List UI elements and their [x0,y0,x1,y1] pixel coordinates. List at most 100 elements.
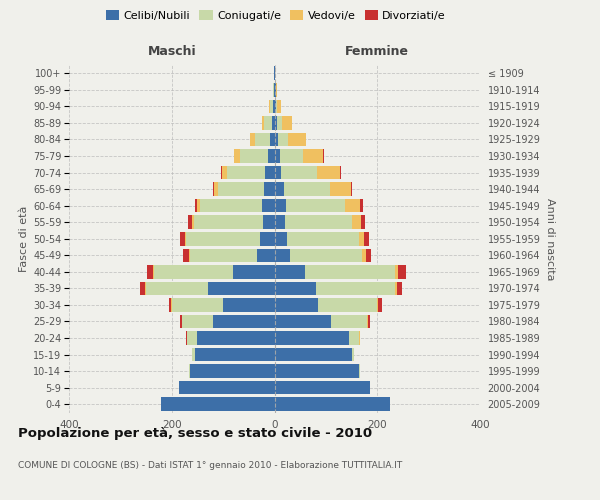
Bar [169,298,171,312]
Y-axis label: Fasce di età: Fasce di età [19,206,29,272]
Bar [263,216,275,229]
Bar [286,199,345,212]
Bar [367,314,368,328]
Bar [277,100,281,113]
Bar [364,232,368,245]
Bar [275,282,316,295]
Bar [275,332,349,345]
Bar [185,232,260,245]
Bar [362,248,366,262]
Bar [275,166,281,179]
Bar [275,265,305,278]
Text: COMUNE DI COLOGNE (BS) - Dati ISTAT 1° gennaio 2010 - Elaborazione TUTTITALIA.IT: COMUNE DI COLOGNE (BS) - Dati ISTAT 1° g… [18,461,402,470]
Bar [316,282,395,295]
Bar [352,348,354,362]
Bar [221,166,227,179]
Bar [368,314,370,328]
Bar [275,116,277,130]
Bar [340,166,341,179]
Bar [275,248,290,262]
Bar [181,232,185,245]
Bar [192,348,195,362]
Bar [233,265,275,278]
Bar [271,132,275,146]
Bar [273,100,275,113]
Bar [317,166,340,179]
Bar [271,100,273,113]
Bar [350,182,352,196]
Bar [208,282,275,295]
Bar [262,199,275,212]
Bar [378,298,382,312]
Bar [275,83,277,96]
Bar [284,182,330,196]
Bar [395,282,397,295]
Bar [227,166,265,179]
Bar [250,132,255,146]
Bar [395,265,398,278]
Bar [275,149,280,163]
Bar [397,282,402,295]
Bar [213,182,214,196]
Bar [146,282,208,295]
Bar [268,149,275,163]
Bar [275,216,285,229]
Bar [352,216,361,229]
Bar [290,248,362,262]
Bar [153,265,154,278]
Bar [330,182,350,196]
Bar [264,182,275,196]
Bar [218,182,264,196]
Bar [265,166,275,179]
Bar [195,199,197,212]
Bar [234,149,240,163]
Bar [377,298,378,312]
Bar [360,199,363,212]
Bar [275,381,370,394]
Bar [345,199,360,212]
Bar [323,149,325,163]
Bar [197,199,200,212]
Bar [195,348,275,362]
Bar [272,116,275,130]
Bar [276,100,277,113]
Legend: Celibi/Nubili, Coniugati/e, Vedovi/e, Divorziati/e: Celibi/Nubili, Coniugati/e, Vedovi/e, Di… [101,6,451,25]
Bar [179,381,275,394]
Bar [275,398,390,411]
Bar [269,100,271,113]
Bar [275,100,276,113]
Bar [277,116,282,130]
Bar [255,132,271,146]
Bar [287,232,359,245]
Bar [275,298,318,312]
Bar [190,248,257,262]
Bar [275,199,286,212]
Bar [331,314,367,328]
Bar [197,332,275,345]
Bar [146,265,153,278]
Bar [188,216,193,229]
Bar [189,248,190,262]
Bar [280,149,303,163]
Bar [140,282,145,295]
Bar [359,364,360,378]
Bar [285,216,352,229]
Bar [187,332,197,345]
Text: Maschi: Maschi [148,44,196,58]
Bar [194,216,263,229]
Bar [303,149,323,163]
Bar [288,132,306,146]
Bar [223,298,275,312]
Bar [262,116,264,130]
Bar [275,182,284,196]
Bar [190,364,275,378]
Bar [349,332,359,345]
Bar [275,314,331,328]
Bar [182,314,213,328]
Bar [240,149,268,163]
Bar [275,232,287,245]
Text: Popolazione per età, sesso e stato civile - 2010: Popolazione per età, sesso e stato civil… [18,428,372,440]
Bar [193,216,194,229]
Text: Femmine: Femmine [345,44,409,58]
Bar [275,132,278,146]
